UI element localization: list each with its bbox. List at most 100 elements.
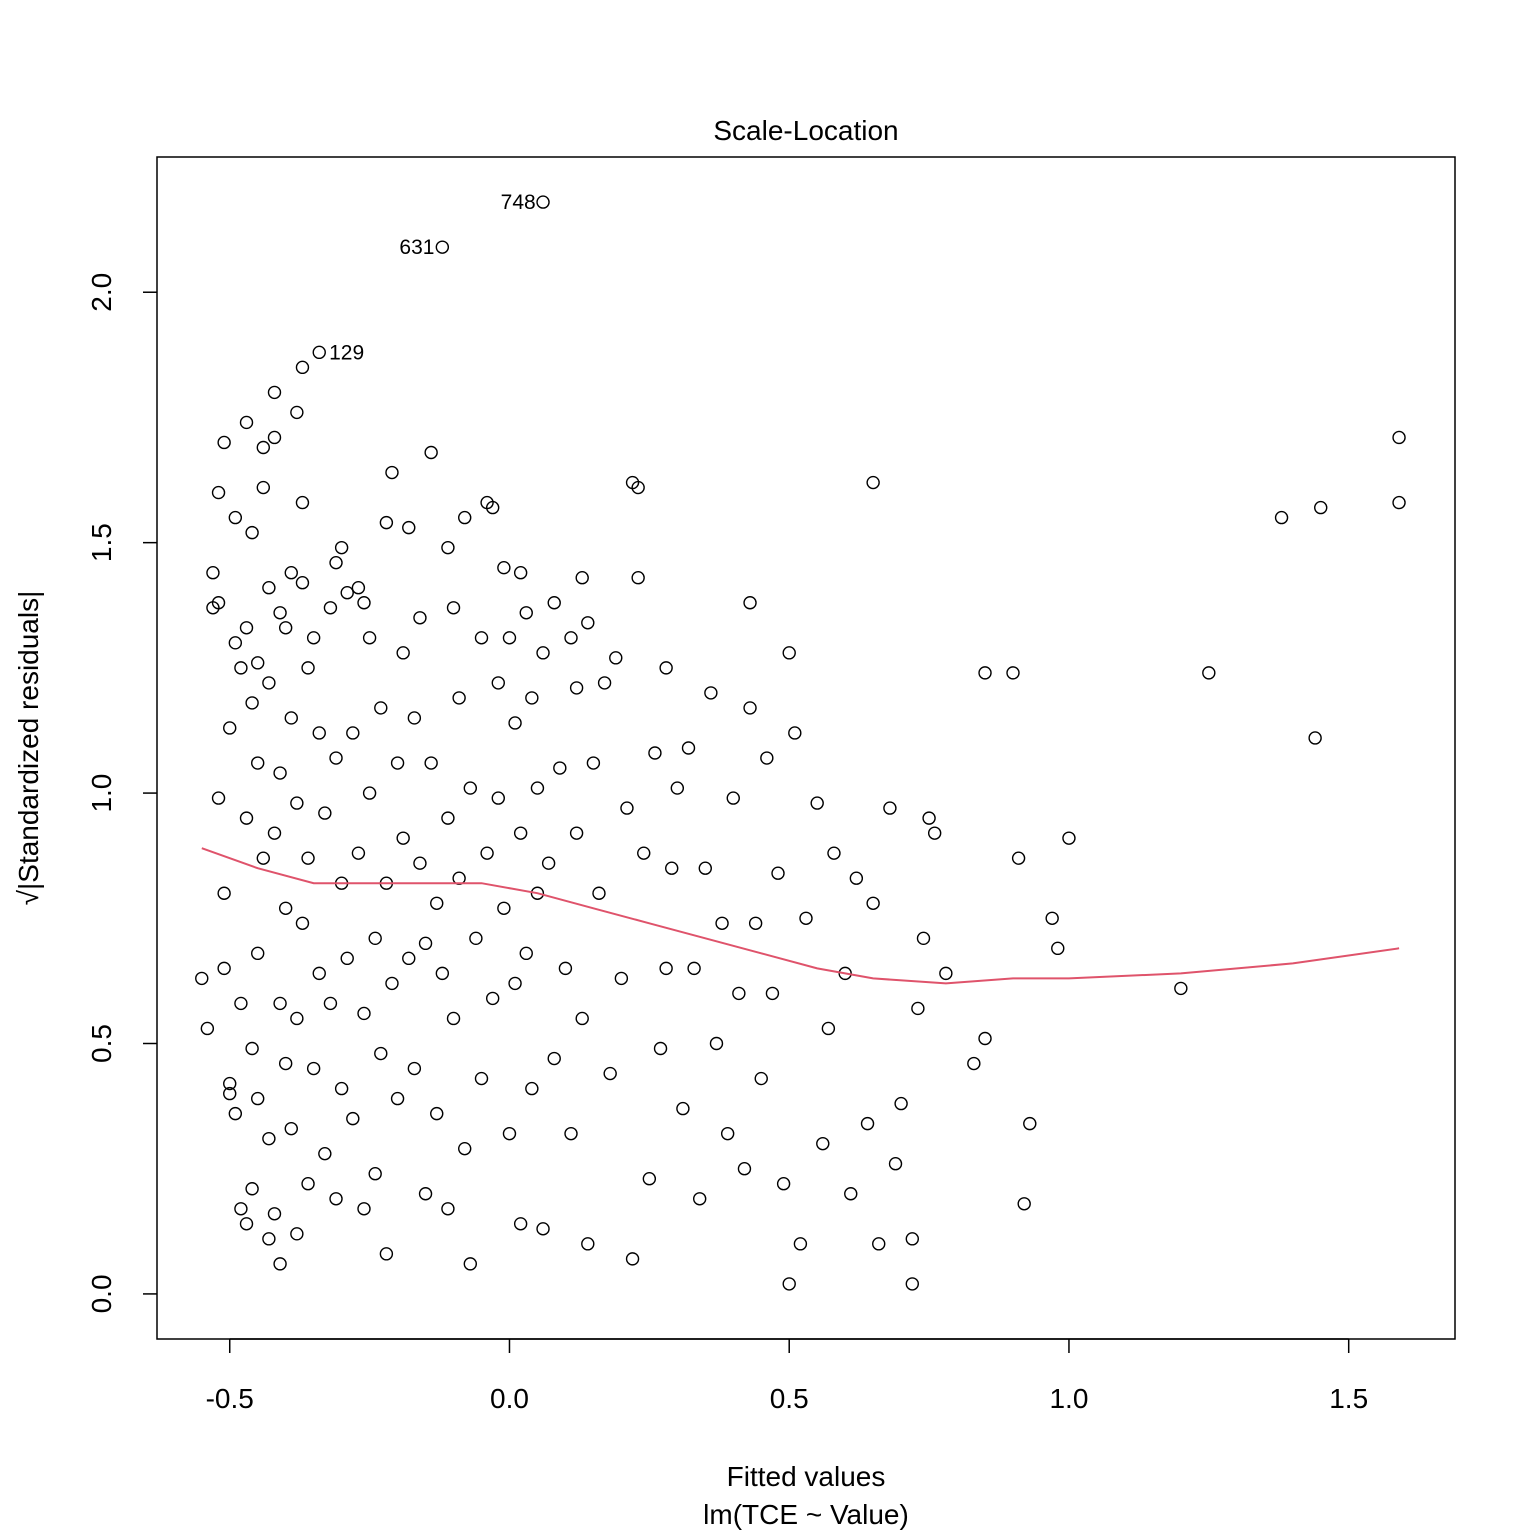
- data-point: [653, 1041, 668, 1056]
- x-axis-sublabel: lm(TCE ~ Value): [703, 1499, 909, 1530]
- data-point: [340, 586, 354, 600]
- data-point: [536, 195, 550, 209]
- data-point: [922, 811, 936, 825]
- data-point: [374, 1046, 388, 1061]
- data-point: [295, 360, 310, 375]
- data-point: [581, 616, 595, 630]
- data-point: [642, 1172, 657, 1186]
- data-point: [262, 581, 276, 595]
- data-point: [463, 781, 478, 795]
- data-point: [351, 581, 366, 595]
- data-point: [418, 1187, 433, 1201]
- data-point: [916, 931, 931, 946]
- data-point: [441, 811, 455, 825]
- data-point: [357, 1006, 371, 1021]
- data-point: [659, 661, 673, 675]
- data-point: [323, 996, 338, 1011]
- data-point: [939, 966, 953, 981]
- data-point: [195, 971, 209, 986]
- data-point: [659, 961, 673, 976]
- data-point: [256, 480, 271, 495]
- data-point: [883, 801, 897, 815]
- data-point: [597, 676, 612, 690]
- data-point: [239, 811, 254, 825]
- data-point: [581, 1237, 595, 1251]
- data-point: [849, 871, 864, 885]
- data-point: [385, 976, 399, 991]
- data-point: [1202, 666, 1216, 680]
- data-point: [821, 1021, 836, 1036]
- data-point: [1017, 1197, 1031, 1211]
- data-point: [631, 480, 645, 495]
- data-point: [860, 1116, 875, 1131]
- points-layer: [195, 195, 1406, 1291]
- data-point: [374, 701, 388, 715]
- data-point: [452, 871, 466, 885]
- data-point: [536, 1222, 550, 1236]
- y-axis: 0.0 0.5 1.0 1.5 2.0: [86, 273, 157, 1313]
- data-point: [1045, 911, 1059, 925]
- data-point: [911, 1001, 925, 1016]
- data-point: [223, 721, 237, 735]
- data-point: [687, 961, 701, 976]
- data-point: [508, 976, 522, 991]
- data-point: [267, 385, 282, 400]
- data-point: [234, 661, 248, 675]
- data-point: [424, 756, 438, 770]
- data-point: [497, 901, 511, 915]
- data-point: [262, 1232, 276, 1246]
- y-tick-label: 1.0: [86, 774, 117, 813]
- data-point: [424, 445, 438, 460]
- data-point: [547, 1051, 561, 1066]
- data-point: [306, 631, 321, 645]
- data-point: [564, 631, 578, 645]
- data-point: [760, 751, 774, 765]
- data-point: [704, 686, 718, 700]
- data-point: [1051, 941, 1065, 956]
- x-axis-label: Fitted values: [727, 1461, 886, 1492]
- data-point: [525, 1081, 539, 1096]
- data-point: [530, 886, 545, 900]
- data-point: [396, 831, 410, 845]
- outlier-label: 129: [329, 341, 364, 364]
- data-point: [894, 1096, 908, 1111]
- data-point: [463, 1257, 478, 1271]
- data-point: [452, 691, 466, 705]
- data-point: [782, 646, 796, 660]
- y-axis-label: √|Standardized residuals|: [13, 591, 44, 906]
- data-point: [273, 606, 287, 620]
- data-point: [284, 1121, 298, 1136]
- data-point: [228, 636, 243, 650]
- outlier-label: 748: [501, 191, 536, 214]
- data-point: [508, 716, 522, 730]
- data-point: [513, 1217, 528, 1231]
- x-tick-label: 0.5: [770, 1383, 809, 1414]
- data-point: [670, 781, 685, 795]
- data-point: [290, 405, 304, 420]
- data-point: [239, 1217, 254, 1231]
- chart-title: Scale-Location: [713, 115, 898, 146]
- data-point: [357, 596, 371, 610]
- data-point: [245, 525, 259, 540]
- data-point: [1023, 1116, 1037, 1131]
- data-point: [329, 555, 343, 570]
- x-tick-label: 0.0: [490, 1383, 529, 1414]
- data-point: [541, 856, 556, 870]
- data-point: [458, 510, 472, 525]
- data-point: [709, 1036, 724, 1051]
- data-point: [586, 756, 601, 770]
- data-point: [430, 1106, 444, 1121]
- data-point: [637, 846, 651, 860]
- data-point: [441, 1202, 455, 1216]
- data-point: [256, 440, 271, 455]
- data-point: [301, 1177, 315, 1191]
- data-point: [575, 571, 589, 585]
- data-point: [430, 896, 444, 910]
- data-point: [816, 1136, 830, 1151]
- data-point: [793, 1237, 808, 1251]
- x-axis: -0.5 0.0 0.5 1.0 1.5: [206, 1338, 1368, 1414]
- data-point: [306, 1061, 321, 1076]
- data-point: [223, 1086, 237, 1101]
- x-tick-label: 1.5: [1329, 1383, 1368, 1414]
- data-point: [273, 1257, 287, 1271]
